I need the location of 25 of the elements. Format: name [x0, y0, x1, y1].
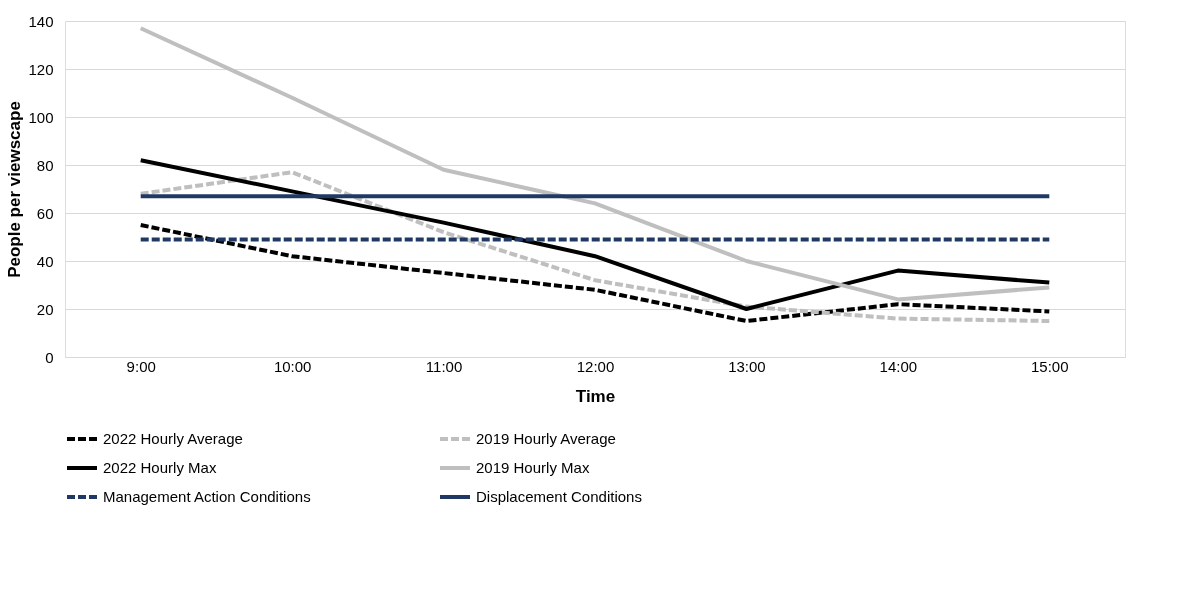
x-tick-label: 12:00: [576, 357, 615, 375]
x-tick-label: 15:00: [1031, 357, 1069, 375]
y-tick-label: 120: [28, 60, 54, 78]
x-tick-label: 14:00: [879, 357, 918, 375]
x-tick-label: 9:00: [126, 357, 156, 375]
legend-label: 2022 Hourly Max: [103, 459, 217, 476]
legend-label: 2022 Hourly Average: [103, 430, 243, 447]
x-tick-label: 13:00: [728, 357, 766, 375]
y-tick-label: 80: [36, 156, 54, 174]
x-tick-label: 10:00: [273, 357, 312, 375]
legend-label: 2019 Hourly Max: [476, 459, 590, 476]
legend-label: 2019 Hourly Average: [476, 430, 616, 447]
y-tick-label: 20: [36, 300, 54, 318]
y-tick-label: 0: [45, 348, 54, 366]
y-axis-title: People per viewscape: [5, 101, 25, 278]
y-tick-label: 140: [28, 12, 54, 30]
legend-label: Displacement Conditions: [476, 488, 642, 505]
x-axis-title: Time: [575, 386, 616, 406]
legend-label: Management Action Conditions: [103, 488, 311, 505]
x-tick-label: 11:00: [425, 357, 463, 375]
y-tick-label: 100: [28, 108, 54, 126]
line-series: [138, 223, 1052, 323]
line-series: [138, 26, 1052, 302]
y-tick-label: 40: [36, 252, 54, 270]
y-tick-label: 60: [36, 204, 54, 222]
